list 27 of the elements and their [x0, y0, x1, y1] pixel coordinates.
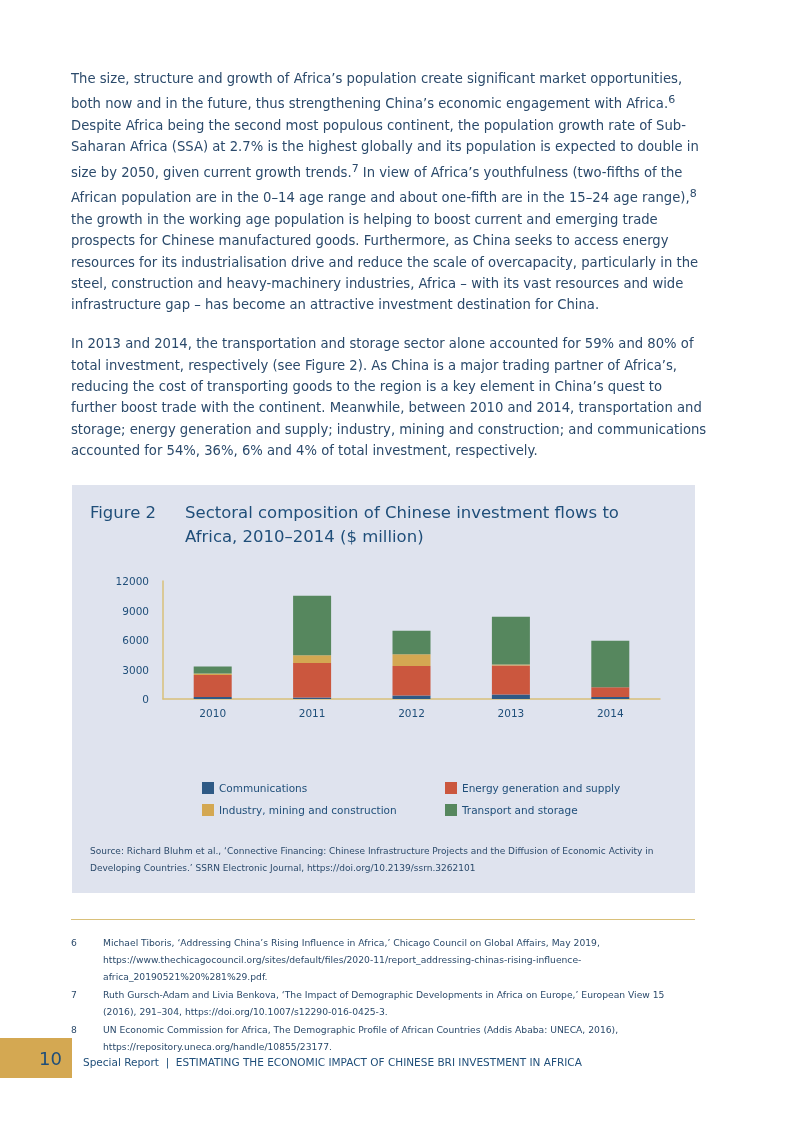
x-tick-label: 2014 — [596, 706, 624, 719]
y-tick-label: 0 — [142, 693, 149, 705]
text: 8 — [71, 1023, 78, 1037]
legend-label: Energy generation and supply — [462, 782, 621, 794]
text: In 2013 and 2014, the transportation and storage sector alone accounted for 59% and 80% of total investment, respectively (see Figure 2). As China is a major trading partner of Africa’s, reducing the cost of transporting goods to the region is a key element in China’s quest to further boost trade with the continent. Meanwhile, between 2010 and 2014, transportation and storage; energy generation and supply; industry, mining and construction; and communications accounted for 54%, 36%, 6% and 4% of total investment, respectively. — [71, 335, 708, 460]
legend-label: Industry, mining and construction — [219, 804, 397, 816]
x-tick-label: 2011 — [298, 706, 326, 719]
y-tick-label: 12000 — [115, 575, 149, 587]
text: UN Economic Commission for Africa, The Demographic Profile of African Countries (Addis Ababa: UNECA, 2016), https://repository.uneca.org/handle/10855/23177. — [103, 1023, 620, 1054]
y-tick-label: 3000 — [122, 663, 149, 676]
text: Michael Tiboris, ‘Addressing China’s Rising Influence in Africa,’ Chicago Council on Global Affairs, May 2019, https://www.thechicagocouncil.org/sites/default/files/2020-11/report_addressing-chinas-rising-influence-africa_20190521%20%281%29.pdf. — [103, 936, 601, 984]
source-note: Source: Richard Bluhm et al., ‘Connective Financing: Chinese Infrastructure Projects and the Diffusion of Economic Activity in Developing Countries.’ SSRN Electronic Journal, https://doi.org/10.2139/ssrn.3262101 — [90, 845, 655, 875]
x-tick-label: 2010 — [199, 706, 227, 719]
caption: Figure 2 — [90, 502, 158, 524]
text: 7 — [71, 988, 78, 1002]
text: The size, structure and growth of Africa’s population create significant market opportunities, both now and in the future, thus strengthening China’s economic engagement with Africa.$^{6}$ Despite Africa being the second most populous continent, the population growth rate of Sub-Saharan Africa (SSA) at 2.7% is the highest globally and its population is expected to double in size by 2050, given current growth trends.$^{7}$ In view of Africa’s youthfulness (two-fifths of the African population are in the 0–14 age range and about one-fifth are in the 15–24 age range),$^{8}$ the growth in the working age population is helping to boost current and emerging trade prospects for Chinese manufactured goods. Furthermore, as China seeks to access energy resources for its industrialisation drive and reduce the scale of overcapacity, particularly in the steel, construction and heavy-machinery industries, Africa – with its vast resources and wide infrastructure gap – has become an attractive investment destination for China. — [71, 71, 699, 313]
y-tick-label: 6000 — [122, 634, 149, 646]
text: 6 — [71, 936, 78, 950]
x-tick-label: 2012 — [398, 706, 425, 719]
text: Ruth Gursch-Adam and Livia Benkova, ‘The Impact of Demographic Developments in Africa on Europe,’ European View 15 (2016), 291–304, https://doi.org/10.1007/s12290-016-0425-3. — [103, 988, 666, 1019]
legend-label: Communications — [219, 782, 308, 794]
text: 10 — [39, 1047, 62, 1069]
chart-title: Sectoral composition of Chinese investment flows to Africa, 2010–2014 ($ million) — [185, 502, 620, 548]
x-tick-label: 2013 — [497, 706, 525, 719]
y-tick-label: 9000 — [122, 604, 149, 617]
legend-label: Transport and storage — [461, 804, 578, 816]
text: Special Report | ESTIMATING THE ECONOMIC IMPACT OF CHINESE BRI INVESTMENT IN AFRICA — [83, 1056, 582, 1068]
